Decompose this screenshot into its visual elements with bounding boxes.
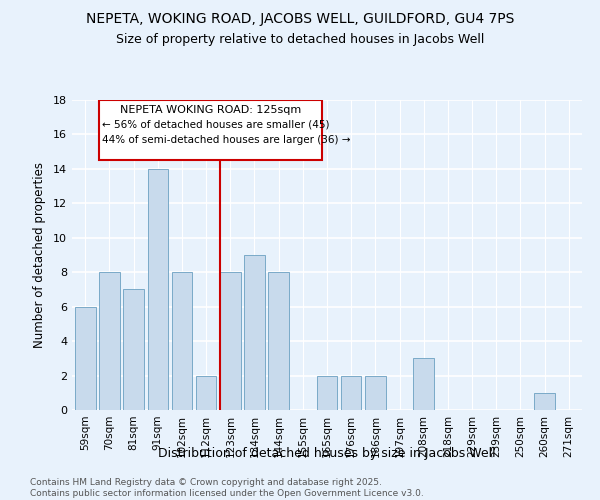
Bar (148, 169, 168, 410)
Bar (220, 272, 241, 410)
Bar (365, 376, 386, 410)
Bar (534, 393, 555, 410)
Text: Size of property relative to detached houses in Jacobs Well: Size of property relative to detached ho… (116, 32, 484, 46)
Text: Distribution of detached houses by size in Jacobs Well: Distribution of detached houses by size … (158, 448, 496, 460)
FancyBboxPatch shape (98, 100, 322, 160)
Bar (75, 306, 95, 410)
Bar (341, 376, 361, 410)
Bar (413, 358, 434, 410)
Text: Contains HM Land Registry data © Crown copyright and database right 2025.
Contai: Contains HM Land Registry data © Crown c… (30, 478, 424, 498)
Bar (244, 255, 265, 410)
Bar (124, 290, 144, 410)
Bar (268, 272, 289, 410)
Bar (172, 272, 192, 410)
Text: ← 56% of detached houses are smaller (45): ← 56% of detached houses are smaller (45… (102, 120, 330, 130)
Bar (196, 376, 217, 410)
Y-axis label: Number of detached properties: Number of detached properties (33, 162, 46, 348)
Bar (99, 272, 120, 410)
Text: NEPETA, WOKING ROAD, JACOBS WELL, GUILDFORD, GU4 7PS: NEPETA, WOKING ROAD, JACOBS WELL, GUILDF… (86, 12, 514, 26)
Text: 44% of semi-detached houses are larger (36) →: 44% of semi-detached houses are larger (… (102, 136, 351, 145)
Bar (317, 376, 337, 410)
Text: NEPETA WOKING ROAD: 125sqm: NEPETA WOKING ROAD: 125sqm (120, 105, 301, 115)
